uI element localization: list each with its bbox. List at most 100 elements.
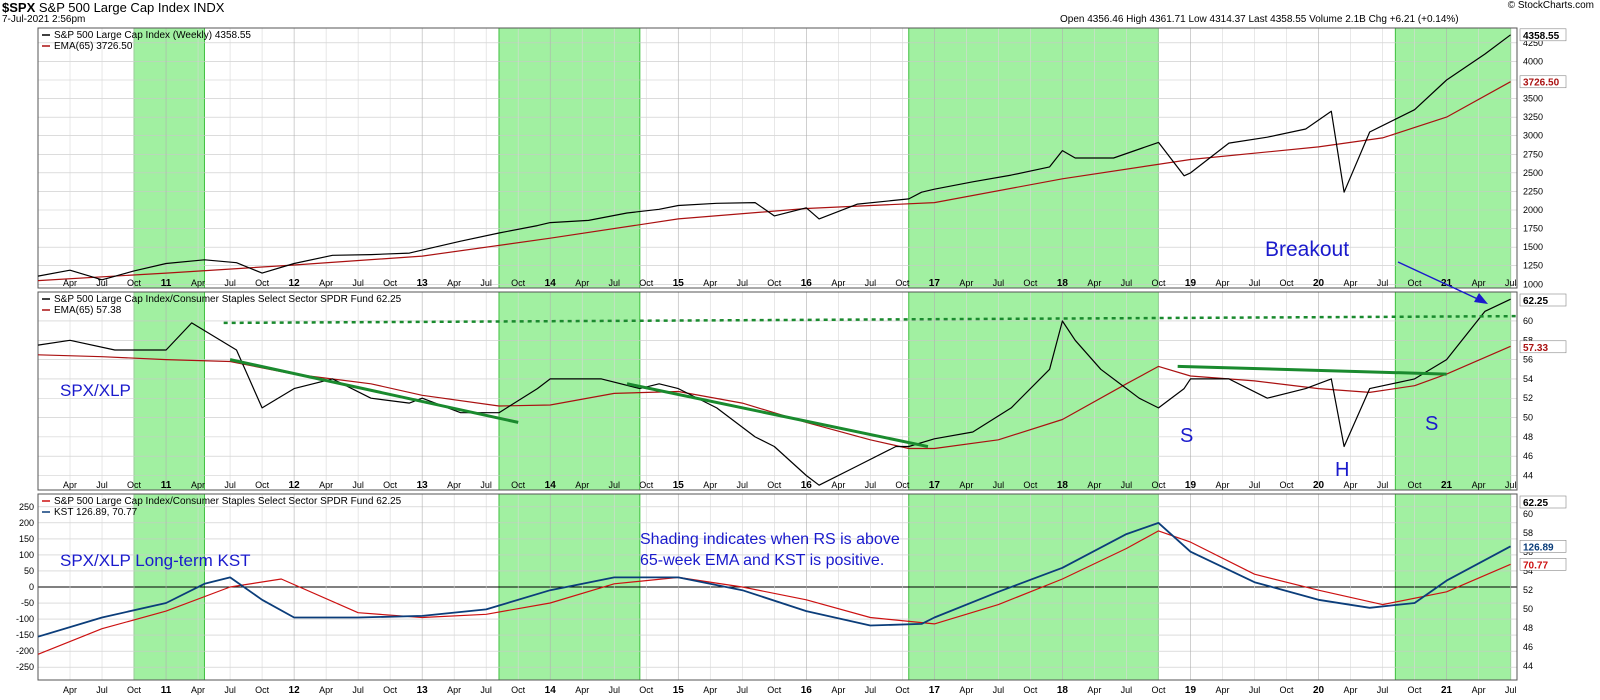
x-tick-label-month: Apr xyxy=(1087,278,1101,288)
x-tick-label-month: Apr xyxy=(63,278,77,288)
y-tick-label-rs: 60 xyxy=(1523,316,1533,326)
trendline-2 xyxy=(626,382,929,449)
x-tick-label-month: Oct xyxy=(767,480,782,490)
x-tick-label-month: Jul xyxy=(737,685,749,695)
x-tick-label-month: Jul xyxy=(1121,278,1133,288)
symbol: $SPX xyxy=(2,0,36,15)
last-value-kst-ratio-box xyxy=(1519,495,1567,509)
x-tick-label-month: Jul xyxy=(1121,480,1133,490)
x-tick-label-month: Apr xyxy=(959,685,973,695)
x-tick-label-month: Jul xyxy=(1377,480,1389,490)
panel-border-2 xyxy=(37,291,1518,491)
last-value-kst-signal: 70.77 xyxy=(1523,560,1548,571)
x-tick-label-month: Apr xyxy=(575,278,589,288)
x-tick-label-month: Apr xyxy=(1087,685,1101,695)
y-tick-label-kst-right: 52 xyxy=(1523,585,1533,595)
x-tick-label-month: Jul xyxy=(865,278,877,288)
x-tick-label-month: Oct xyxy=(1408,480,1423,490)
x-tick-label-month: Jul xyxy=(993,278,1005,288)
x-tick-label-year: 16 xyxy=(801,480,813,491)
x-tick-label-month: Oct xyxy=(1151,685,1166,695)
x-tick-label-month: Oct xyxy=(383,685,398,695)
trendline-3 xyxy=(1177,364,1447,376)
last-value-price-ema: 3726.50 xyxy=(1523,78,1560,89)
x-tick-label-month: Oct xyxy=(639,685,654,695)
x-tick-label-month: Apr xyxy=(191,278,205,288)
y-tick-label-kst-left: -100 xyxy=(16,614,34,624)
kst-line xyxy=(37,522,1512,638)
y-tick-label-kst-left: 100 xyxy=(19,550,34,560)
y-tick-label-kst-left: -250 xyxy=(16,662,34,672)
x-tick-label-month: Jul xyxy=(608,278,620,288)
x-tick-label-month: Oct xyxy=(383,480,398,490)
x-tick-label-month: Oct xyxy=(511,480,526,490)
legend-entry: EMA(65) 57.38 xyxy=(54,305,122,316)
annotation-shading-note-line2: 65-week EMA and KST is positive. xyxy=(640,552,884,569)
shading-period-2-panel-1 xyxy=(498,27,641,289)
x-tick-label-year: 14 xyxy=(545,685,557,696)
x-tick-label-month: Apr xyxy=(575,480,589,490)
x-tick-label-month: Apr xyxy=(831,480,845,490)
kst-signal-line xyxy=(37,530,1511,655)
y-tick-label-kst-right: 46 xyxy=(1523,642,1533,652)
x-tick-label-month: Apr xyxy=(1472,278,1486,288)
x-tick-label-month: Jul xyxy=(1377,685,1389,695)
x-tick-label-month: Oct xyxy=(127,685,142,695)
shading-period-3-panel-2 xyxy=(908,291,1159,491)
legend-entry: S&P 500 Large Cap Index/Consumer Staples… xyxy=(54,294,402,305)
legend-entry: S&P 500 Large Cap Index/Consumer Staples… xyxy=(54,496,402,507)
y-tick-label-price: 4250 xyxy=(1523,38,1543,48)
y-tick-label-rs: 54 xyxy=(1523,374,1533,384)
x-tick-label-month: Oct xyxy=(767,685,782,695)
y-tick-label-kst-right: 54 xyxy=(1523,566,1533,576)
x-tick-label-month: Jul xyxy=(737,278,749,288)
y-tick-label-rs: 44 xyxy=(1523,471,1533,481)
x-tick-label-month: Apr xyxy=(703,480,717,490)
y-tick-label-kst-left: 200 xyxy=(19,518,34,528)
x-tick-label-month: Jul xyxy=(352,685,364,695)
x-tick-label-month: Apr xyxy=(191,480,205,490)
x-tick-label-month: Apr xyxy=(447,278,461,288)
x-tick-label-month: Apr xyxy=(63,685,77,695)
x-tick-label-month: Oct xyxy=(511,278,526,288)
y-tick-label-price: 2500 xyxy=(1523,168,1543,178)
x-tick-label-year: 11 xyxy=(161,685,172,696)
last-value-kst: 126.89 xyxy=(1523,542,1554,553)
shading-period-4-panel-1 xyxy=(1394,27,1512,289)
x-tick-label-month: Oct xyxy=(639,480,654,490)
index-name: S&P 500 Large Cap Index xyxy=(38,0,190,15)
y-tick-label-price: 4000 xyxy=(1523,56,1543,66)
x-tick-label-year: 18 xyxy=(1057,480,1069,491)
x-tick-label-month: Oct xyxy=(767,278,782,288)
y-tick-label-price: 1000 xyxy=(1523,279,1543,289)
x-tick-label-month: Apr xyxy=(191,685,205,695)
y-tick-label-price: 3250 xyxy=(1523,112,1543,122)
x-tick-label-month: Oct xyxy=(895,278,910,288)
x-tick-label-month: Apr xyxy=(959,278,973,288)
x-tick-label-month: Jul xyxy=(1249,685,1261,695)
x-tick-label-month: Oct xyxy=(1408,685,1423,695)
y-tick-label-kst-left: -50 xyxy=(21,598,34,608)
y-tick-label-rs: 50 xyxy=(1523,413,1533,423)
breakout-arrow-line xyxy=(1397,261,1483,302)
x-tick-label-month: Oct xyxy=(255,278,270,288)
annotation-breakout: Breakout xyxy=(1265,238,1349,261)
x-tick-label-month: Jul xyxy=(224,480,236,490)
quote-summary: Open 4356.46 High 4361.71 Low 4314.37 La… xyxy=(1060,14,1459,25)
legend-entry: S&P 500 Large Cap Index (Weekly) 4358.55 xyxy=(54,30,251,41)
x-tick-label-month: Apr xyxy=(1215,685,1229,695)
x-tick-label-month: Apr xyxy=(319,480,333,490)
annotation-kst-title: SPX/XLP Long-term KST xyxy=(60,551,251,570)
x-tick-label-year: 13 xyxy=(417,685,429,696)
chart-header-title: $SPX S&P 500 Large Cap Index INDX xyxy=(2,0,224,15)
x-tick-label-month: Apr xyxy=(447,685,461,695)
y-tick-label-rs: 46 xyxy=(1523,451,1533,461)
x-tick-label-month: Apr xyxy=(1472,685,1486,695)
x-tick-label-month: Apr xyxy=(575,685,589,695)
x-tick-label-year: 21 xyxy=(1441,685,1453,696)
x-tick-label-year: 20 xyxy=(1313,685,1325,696)
trendline-1 xyxy=(229,358,519,424)
x-tick-label-month: Jul xyxy=(480,278,492,288)
